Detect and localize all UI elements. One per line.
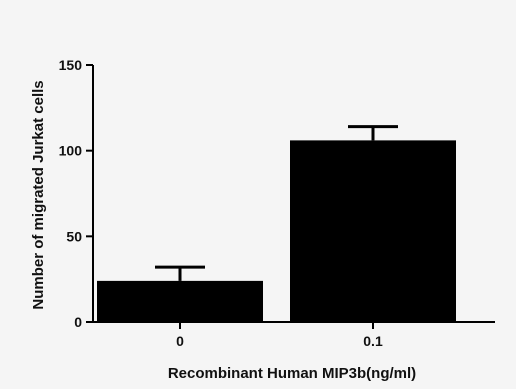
y-tick-label-1: 50 xyxy=(66,228,82,244)
bar-1 xyxy=(290,140,456,322)
x-axis-label: Recombinant Human MIP3b(ng/ml) xyxy=(168,365,416,382)
y-tick-label-2: 100 xyxy=(59,143,83,159)
plot-area: 0 50 100 150 0 0.1 xyxy=(59,57,495,349)
y-tick-label-0: 0 xyxy=(74,314,82,330)
bar-0 xyxy=(97,280,263,322)
y-axis-label: Number of migrated Jurkat cells xyxy=(30,80,47,309)
y-tick-label-3: 150 xyxy=(59,57,83,73)
x-tick-label-0: 0 xyxy=(176,333,184,349)
x-tick-label-1: 0.1 xyxy=(363,333,383,349)
